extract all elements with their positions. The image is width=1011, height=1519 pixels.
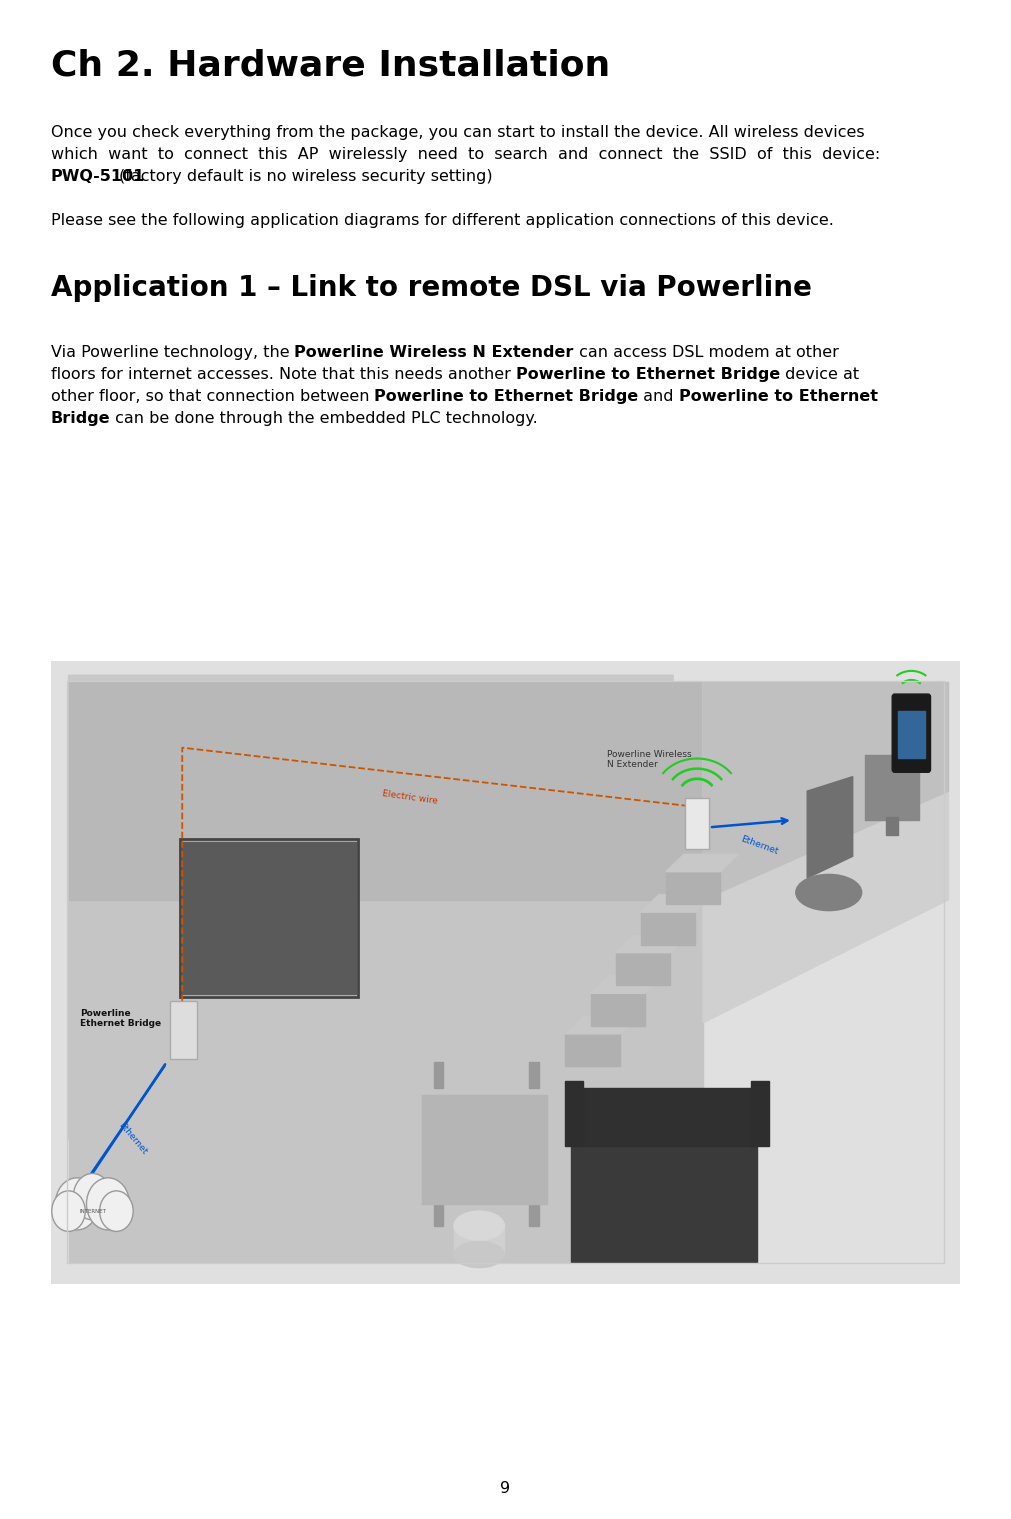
- Polygon shape: [780, 718, 942, 857]
- Polygon shape: [69, 676, 673, 1139]
- Polygon shape: [666, 854, 738, 872]
- Bar: [864, 755, 919, 820]
- Text: floors for internet accesses. Note that this needs another: floors for internet accesses. Note that …: [51, 366, 516, 381]
- Bar: [565, 1082, 583, 1145]
- Circle shape: [73, 1174, 111, 1220]
- Text: (factory default is no wireless security setting): (factory default is no wireless security…: [118, 169, 492, 184]
- Bar: [751, 1082, 769, 1145]
- Bar: [898, 711, 924, 758]
- Text: can access DSL modem at other: can access DSL modem at other: [573, 345, 838, 360]
- Text: can be done through the embedded PLC technology.: can be done through the embedded PLC tec…: [110, 410, 538, 425]
- Text: other floor, so that connection between: other floor, so that connection between: [51, 389, 374, 404]
- Bar: [666, 872, 721, 904]
- Circle shape: [100, 1191, 133, 1232]
- Polygon shape: [807, 776, 852, 878]
- Text: INTERNET: INTERNET: [79, 1209, 106, 1214]
- Text: and: and: [638, 389, 679, 404]
- Text: Please see the following application diagrams for different application connecti: Please see the following application dia…: [51, 213, 833, 228]
- Bar: [565, 1034, 620, 1066]
- Text: Powerline
Ethernet Bridge: Powerline Ethernet Bridge: [81, 1009, 162, 1028]
- Text: which  want  to  connect  this  AP  wirelessly  need  to  search  and  connect  : which want to connect this AP wirelessly…: [51, 146, 880, 161]
- Polygon shape: [571, 1139, 757, 1262]
- FancyBboxPatch shape: [892, 694, 930, 772]
- Polygon shape: [571, 1088, 757, 1145]
- Circle shape: [87, 1177, 129, 1230]
- Polygon shape: [565, 1016, 638, 1034]
- Bar: [685, 799, 709, 849]
- Bar: [182, 842, 356, 993]
- Polygon shape: [69, 682, 703, 899]
- Bar: [530, 1200, 539, 1226]
- Bar: [180, 838, 358, 996]
- Bar: [616, 952, 670, 986]
- Text: Once you check everything from the package, you can start to install the device.: Once you check everything from the packa…: [51, 125, 864, 140]
- Bar: [530, 1062, 539, 1088]
- Bar: [590, 993, 645, 1025]
- Text: Bridge: Bridge: [51, 410, 110, 425]
- Ellipse shape: [454, 1241, 504, 1268]
- Polygon shape: [616, 936, 688, 952]
- Text: 9: 9: [500, 1481, 511, 1496]
- Ellipse shape: [454, 1211, 504, 1240]
- Bar: [434, 1062, 443, 1088]
- Polygon shape: [641, 895, 713, 913]
- Text: Powerline Wireless N Extender: Powerline Wireless N Extender: [294, 345, 573, 360]
- Text: Powerline to Ethernet: Powerline to Ethernet: [679, 389, 878, 404]
- Text: Ethernet: Ethernet: [116, 1120, 149, 1156]
- Bar: [454, 1223, 504, 1255]
- Circle shape: [56, 1177, 98, 1230]
- Polygon shape: [422, 1095, 547, 1205]
- Polygon shape: [703, 682, 948, 899]
- Bar: [434, 1200, 443, 1226]
- Text: PWQ-5101: PWQ-5101: [51, 169, 145, 184]
- Text: Application 1 – Link to remote DSL via Powerline: Application 1 – Link to remote DSL via P…: [51, 273, 812, 302]
- Polygon shape: [590, 975, 663, 993]
- Bar: [887, 817, 898, 834]
- Text: Ethernet: Ethernet: [739, 834, 778, 857]
- Text: Powerline to Ethernet Bridge: Powerline to Ethernet Bridge: [516, 366, 779, 381]
- Circle shape: [52, 1191, 85, 1232]
- Text: Electric wire: Electric wire: [381, 788, 438, 805]
- Ellipse shape: [796, 875, 861, 910]
- Text: Via Powerline technology, the: Via Powerline technology, the: [51, 345, 294, 360]
- Text: device at: device at: [779, 366, 859, 381]
- Polygon shape: [69, 899, 703, 1262]
- Text: Ch 2. Hardware Installation: Ch 2. Hardware Installation: [51, 49, 610, 82]
- Text: Powerline to Ethernet Bridge: Powerline to Ethernet Bridge: [374, 389, 638, 404]
- Text: Powerline Wireless
N Extender: Powerline Wireless N Extender: [608, 750, 692, 770]
- Bar: [170, 1001, 196, 1059]
- Polygon shape: [703, 682, 948, 1022]
- Bar: [641, 913, 696, 945]
